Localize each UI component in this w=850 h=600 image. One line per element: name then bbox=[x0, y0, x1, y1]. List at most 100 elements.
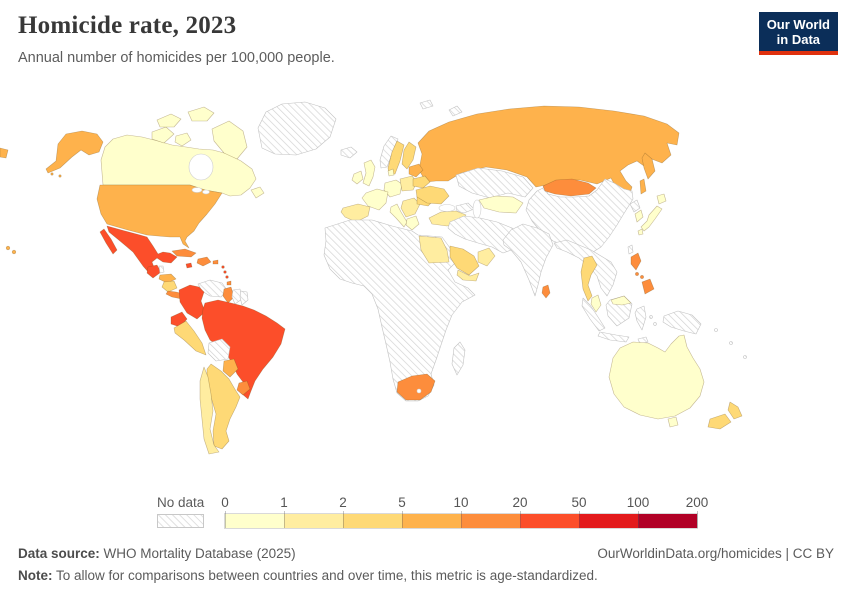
map-region-nicaragua[interactable] bbox=[161, 280, 178, 293]
map-region-peru[interactable] bbox=[173, 320, 207, 356]
map-region-spain[interactable] bbox=[340, 203, 371, 223]
map-region-uruguay[interactable] bbox=[236, 380, 251, 396]
map-region-lesser-antilles[interactable] bbox=[223, 270, 227, 274]
map-region-philippines-visayas[interactable] bbox=[635, 272, 639, 276]
legend-no-data-swatch[interactable] bbox=[157, 514, 204, 528]
map-region-moluccas[interactable] bbox=[649, 315, 653, 319]
map-region-baffin-island[interactable] bbox=[211, 120, 248, 160]
map-region-sakhalin[interactable] bbox=[639, 178, 647, 195]
map-region-south-korea[interactable] bbox=[634, 209, 644, 223]
map-region-north-korea[interactable] bbox=[629, 199, 641, 213]
map-region-new-zealand-north[interactable] bbox=[727, 401, 743, 420]
map-region-pacific-island[interactable] bbox=[743, 355, 747, 359]
map-region-chile[interactable] bbox=[199, 366, 220, 455]
map-region-hawaii[interactable] bbox=[5, 245, 11, 251]
legend-segment[interactable] bbox=[579, 514, 638, 528]
map-region-australia[interactable] bbox=[608, 334, 705, 420]
map-region-ireland[interactable] bbox=[351, 170, 364, 185]
map-region-tasmania[interactable] bbox=[667, 416, 679, 428]
map-region-central-asia[interactable] bbox=[478, 195, 524, 214]
map-region-baltics[interactable] bbox=[408, 163, 424, 178]
legend-color-bar[interactable] bbox=[225, 514, 697, 528]
map-region-pacific-island[interactable] bbox=[729, 341, 733, 345]
attribution-link[interactable]: OurWorldinData.org/homicides | CC BY bbox=[597, 546, 834, 561]
map-region-arctic-island[interactable] bbox=[156, 113, 182, 128]
map-region-lesser-antilles[interactable] bbox=[221, 265, 225, 269]
map-region-timor[interactable] bbox=[637, 336, 649, 345]
map-region-greenland[interactable] bbox=[257, 101, 337, 156]
map-region-colombia[interactable] bbox=[178, 284, 206, 320]
map-region-usa[interactable] bbox=[96, 184, 223, 249]
map-region-belize[interactable] bbox=[158, 265, 165, 274]
map-region-caucasus[interactable] bbox=[455, 202, 475, 214]
map-region-taiwan[interactable] bbox=[627, 244, 634, 255]
map-region-philippines-luzon[interactable] bbox=[630, 252, 642, 271]
map-region-newfoundland[interactable] bbox=[250, 186, 265, 199]
map-region-novaya-zemlya[interactable] bbox=[448, 105, 463, 117]
map-region-brazil[interactable] bbox=[201, 299, 286, 400]
map-region-oman[interactable] bbox=[477, 247, 496, 267]
map-region-sulawesi[interactable] bbox=[634, 305, 647, 331]
map-region-japan-honshu[interactable] bbox=[640, 205, 663, 232]
map-region-guatemala[interactable] bbox=[146, 264, 162, 279]
map-region-trinidad[interactable] bbox=[226, 280, 232, 286]
map-region-new-zealand-south[interactable] bbox=[707, 413, 732, 430]
map-region-india[interactable] bbox=[502, 223, 554, 297]
map-region-chukotka-wrap[interactable] bbox=[0, 147, 9, 159]
map-region-hispaniola[interactable] bbox=[196, 256, 212, 267]
map-region-ukraine[interactable] bbox=[415, 185, 450, 205]
legend-segment[interactable] bbox=[284, 514, 343, 528]
map-region-sumatra[interactable] bbox=[581, 297, 606, 332]
map-region-middle-east[interactable] bbox=[447, 215, 522, 254]
legend-segment[interactable] bbox=[402, 514, 461, 528]
map-region-saudi-arabia[interactable] bbox=[449, 245, 480, 276]
map-region-arctic-island[interactable] bbox=[151, 126, 175, 144]
legend-segment[interactable] bbox=[343, 514, 402, 528]
map-region-finland[interactable] bbox=[401, 141, 417, 170]
map-region-mexico[interactable] bbox=[106, 225, 178, 275]
map-region-japan-hokkaido[interactable] bbox=[656, 193, 667, 205]
map-region-honduras[interactable] bbox=[158, 273, 177, 284]
map-region-paraguay[interactable] bbox=[222, 358, 239, 378]
map-region-kazakhstan[interactable] bbox=[455, 167, 534, 199]
map-region-puerto-rico[interactable] bbox=[212, 259, 219, 265]
legend-segment[interactable] bbox=[461, 514, 520, 528]
map-region-south-africa[interactable] bbox=[396, 373, 436, 401]
map-region-jamaica[interactable] bbox=[185, 262, 193, 269]
map-region-new-guinea[interactable] bbox=[662, 310, 702, 335]
map-region-aleutians[interactable] bbox=[58, 174, 62, 178]
map-region-bolivia[interactable] bbox=[207, 338, 231, 362]
map-region-kamchatka[interactable] bbox=[641, 152, 656, 180]
map-region-italy[interactable] bbox=[389, 203, 408, 228]
legend-segment[interactable] bbox=[520, 514, 579, 528]
map-region-lesser-antilles[interactable] bbox=[225, 275, 229, 279]
map-region-madagascar[interactable] bbox=[451, 341, 466, 376]
map-region-java[interactable] bbox=[597, 331, 630, 343]
map-region-arctic-island[interactable] bbox=[187, 106, 215, 122]
map-region-svalbard[interactable] bbox=[419, 99, 434, 110]
map-region-suriname[interactable] bbox=[231, 288, 243, 305]
map-region-france[interactable] bbox=[361, 188, 389, 211]
map-region-balkans[interactable] bbox=[400, 197, 421, 218]
map-region-alaska[interactable] bbox=[45, 130, 104, 174]
owid-logo[interactable]: Our World in Data bbox=[758, 12, 838, 55]
map-region-aleutians[interactable] bbox=[50, 172, 54, 176]
map-region-malaysia-borneo[interactable] bbox=[610, 295, 632, 306]
map-region-french-guiana[interactable] bbox=[239, 290, 249, 306]
map-region-japan-kyushu[interactable] bbox=[637, 228, 644, 236]
map-region-guyana[interactable] bbox=[222, 286, 235, 304]
map-region-thailand[interactable] bbox=[580, 255, 598, 302]
map-region-philippines-mindanao[interactable] bbox=[641, 278, 655, 295]
map-region-yemen[interactable] bbox=[456, 269, 480, 282]
map-region-malaysia-peninsula[interactable] bbox=[590, 294, 602, 313]
map-region-baja-california[interactable] bbox=[99, 228, 118, 255]
map-region-sri-lanka[interactable] bbox=[541, 284, 551, 299]
legend-segment[interactable] bbox=[638, 514, 697, 528]
map-region-belarus[interactable] bbox=[412, 175, 431, 189]
map-region-canada[interactable] bbox=[100, 134, 257, 197]
map-region-arctic-island[interactable] bbox=[174, 132, 192, 147]
map-region-iceland[interactable] bbox=[340, 146, 358, 159]
map-region-denmark[interactable] bbox=[387, 168, 395, 177]
map-region-greece[interactable] bbox=[405, 215, 420, 231]
map-region-africa[interactable] bbox=[323, 219, 476, 402]
